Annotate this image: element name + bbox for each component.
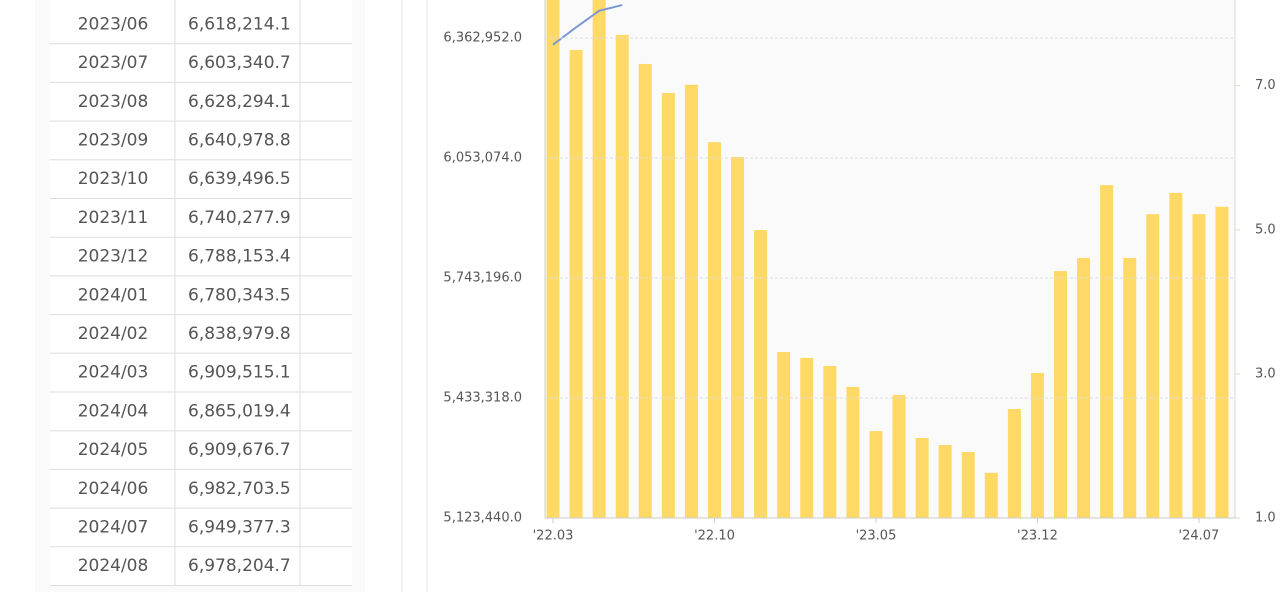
bar	[846, 386, 860, 518]
table-bg	[50, 0, 352, 586]
bar	[1215, 206, 1229, 518]
cell: 6,949,377.3	[188, 517, 291, 537]
cell: 6,640,978.8	[188, 130, 291, 150]
cell: 6,780,343.5	[188, 285, 291, 305]
cell: 2023/07	[78, 53, 149, 73]
x-tick-label: '23.12	[1017, 529, 1058, 544]
y2-tick-label: 3.0	[1255, 366, 1276, 381]
cell: 2023/10	[78, 169, 149, 189]
cell: 2024/02	[78, 324, 149, 344]
cell: 6,639,496.5	[188, 169, 291, 189]
cell: 2024/08	[78, 556, 149, 576]
cell: 6,628,294.1	[188, 92, 291, 112]
cell: 6,838,979.8	[188, 324, 291, 344]
cell: 2024/03	[78, 363, 149, 383]
cell: 2023/11	[78, 208, 149, 228]
bar	[1077, 257, 1091, 518]
bar	[731, 156, 745, 518]
cell: 6,788,153.4	[188, 247, 291, 267]
bar	[1146, 214, 1160, 518]
cell: 6,909,676.7	[188, 440, 291, 460]
bar	[1030, 372, 1044, 518]
y2-tick-label: 1.0	[1255, 511, 1276, 526]
y-tick-label: 6,053,074.0	[443, 150, 522, 165]
plot-area	[545, 0, 1235, 518]
cell: 6,978,204.7	[188, 556, 291, 576]
bar	[661, 92, 675, 518]
y2-tick-label: 5.0	[1255, 222, 1276, 237]
cell: 6,865,019.4	[188, 401, 291, 421]
bar	[938, 444, 952, 518]
cell: 2024/04	[78, 401, 149, 421]
cell: 2024/07	[78, 517, 149, 537]
bar	[638, 63, 652, 518]
x-tick-label: '23.05	[856, 529, 897, 544]
bar	[961, 451, 975, 518]
y-tick-label: 6,362,952.0	[443, 30, 522, 45]
bar	[569, 49, 583, 518]
cell: 2024/05	[78, 440, 149, 460]
bar	[754, 230, 768, 518]
y-tick-label: 5,743,196.0	[443, 271, 522, 286]
cell: 2023/08	[78, 92, 149, 112]
y2-tick-label: 7.0	[1255, 78, 1276, 93]
bar	[984, 472, 998, 518]
x-tick-label: '22.03	[533, 529, 574, 544]
bar	[800, 357, 814, 518]
plot	[546, 0, 1229, 518]
cell: 6,909,515.1	[188, 363, 291, 383]
x-tick-label: '24.07	[1179, 529, 1220, 544]
line	[552, 4, 623, 46]
bar	[546, 0, 560, 518]
bar	[892, 395, 906, 518]
cell: 2023/09	[78, 130, 149, 150]
bar	[823, 365, 837, 518]
bar	[1123, 257, 1137, 518]
y-tick-label: 5,123,440.0	[443, 511, 522, 526]
cell: 6,603,340.7	[188, 53, 291, 73]
bar	[869, 431, 883, 518]
cell: 6,982,703.5	[188, 479, 291, 499]
cell: 6,740,277.9	[188, 208, 291, 228]
bar	[1169, 192, 1183, 518]
bar	[592, 0, 606, 518]
bar	[707, 142, 721, 518]
x-tick-label: '22.10	[694, 529, 735, 544]
bar	[615, 34, 629, 518]
bar	[1054, 271, 1068, 518]
bar	[777, 352, 791, 518]
bar	[915, 438, 929, 518]
cell: 2023/12	[78, 247, 149, 267]
y-tick-label: 5,433,318.0	[443, 391, 522, 406]
bar	[1100, 185, 1114, 518]
cell: 6,618,214.1	[188, 14, 291, 34]
cell: 2024/01	[78, 285, 149, 305]
bar	[684, 84, 698, 518]
bar	[1192, 214, 1206, 518]
cell: 2024/06	[78, 479, 149, 499]
bar	[1007, 408, 1021, 518]
cell: 2023/06	[78, 14, 149, 34]
